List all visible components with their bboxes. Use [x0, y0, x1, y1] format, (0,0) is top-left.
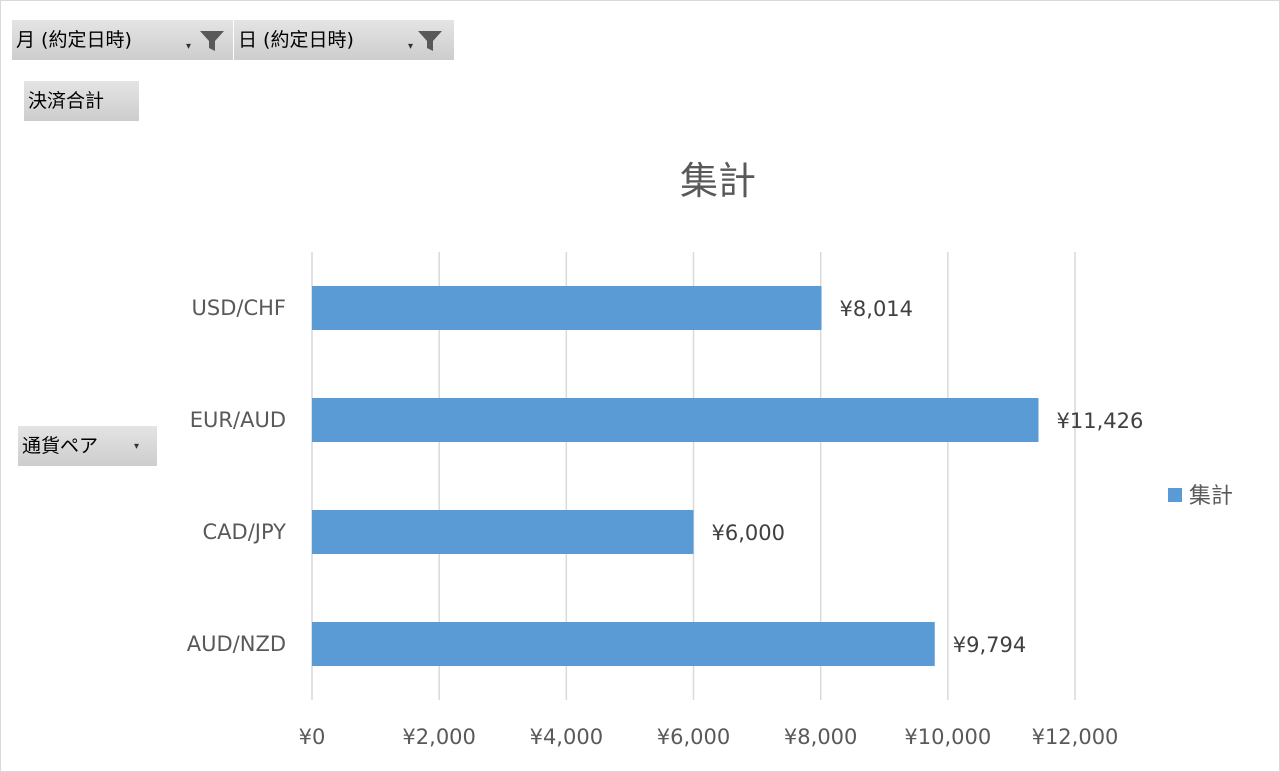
bar [312, 622, 935, 666]
row-field-button[interactable]: 通貨ペア ▾ [18, 426, 158, 466]
filter-day-label: 日 (約定日時) [238, 29, 354, 51]
x-tick-label: ¥2,000 [402, 725, 475, 749]
bar [312, 398, 1039, 442]
x-tick-label: ¥12,000 [1032, 725, 1119, 749]
data-label: ¥9,794 [953, 633, 1026, 657]
row-field-label: 通貨ペア [22, 435, 99, 457]
category-label: CAD/JPY [203, 520, 287, 544]
value-field-button[interactable]: 決済合計 [24, 81, 140, 121]
x-tick-label: ¥10,000 [904, 725, 991, 749]
chart-title: 集計 [680, 159, 756, 203]
filter-button-day[interactable]: 日 (約定日時) ▾ [234, 20, 455, 60]
x-tick-label: ¥0 [299, 725, 326, 749]
x-tick-label: ¥8,000 [784, 725, 857, 749]
filter-button-month[interactable]: 月 (約定日時) ▾ [12, 20, 234, 60]
category-label: USD/CHF [192, 296, 286, 320]
category-label: EUR/AUD [190, 408, 286, 432]
bar [312, 510, 694, 554]
category-label: AUD/NZD [187, 632, 286, 656]
dropdown-arrow-icon: ▾ [186, 41, 192, 52]
legend-label: 集計 [1189, 484, 1233, 509]
data-label: ¥8,014 [840, 297, 913, 321]
x-tick-label: ¥4,000 [530, 725, 603, 749]
filter-month-label: 月 (約定日時) [16, 29, 132, 51]
legend-swatch [1168, 488, 1182, 502]
dropdown-arrow-icon: ▾ [408, 41, 414, 52]
data-label: ¥11,426 [1057, 409, 1144, 433]
dropdown-arrow-icon: ▾ [134, 441, 140, 452]
value-field-label: 決済合計 [28, 90, 105, 112]
x-tick-label: ¥6,000 [657, 725, 730, 749]
data-label: ¥6,000 [712, 521, 785, 545]
filter-icon [418, 31, 442, 51]
filter-icon [200, 31, 224, 51]
bar [312, 286, 822, 330]
